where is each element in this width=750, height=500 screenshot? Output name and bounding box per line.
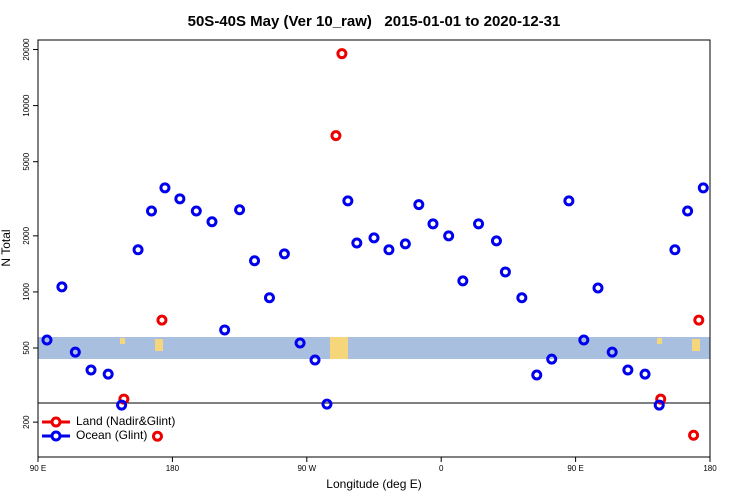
x-tick-label: 90 E <box>30 464 46 473</box>
plot-frame <box>37 39 711 458</box>
data-point <box>116 399 128 411</box>
data-point <box>190 205 202 217</box>
data-point <box>145 205 157 217</box>
data-point <box>578 334 590 346</box>
data-point <box>546 353 558 365</box>
data-point <box>330 130 342 142</box>
x-tick-label: 180 <box>166 464 180 473</box>
data-point <box>693 314 705 326</box>
y-axis-label: N Total <box>0 229 13 266</box>
data-point <box>69 346 81 358</box>
data-point <box>368 232 380 244</box>
data-point <box>622 364 634 376</box>
data-point <box>697 182 709 194</box>
x-tick-label: 0 <box>439 464 444 473</box>
legend-label: Land (Nadir&Glint) <box>76 414 175 428</box>
data-point <box>606 346 618 358</box>
data-point <box>278 248 290 260</box>
x-tick-label: 90 W <box>297 464 316 473</box>
data-point <box>102 368 114 380</box>
data-point <box>151 430 163 442</box>
legend-label: Ocean (Glint) <box>76 428 147 442</box>
data-point <box>351 237 363 249</box>
data-point <box>56 281 68 293</box>
data-point <box>41 334 53 346</box>
ocean-band <box>38 337 710 359</box>
data-point <box>234 204 246 216</box>
data-point <box>563 195 575 207</box>
y-tick-label: 2000 <box>22 226 31 244</box>
y-tick-label: 5000 <box>22 152 31 170</box>
data-point <box>342 195 354 207</box>
data-point <box>531 369 543 381</box>
data-point <box>457 275 469 287</box>
data-point <box>490 235 502 247</box>
data-point <box>516 292 528 304</box>
data-point <box>321 398 333 410</box>
data-point <box>592 282 604 294</box>
data-point <box>219 324 231 336</box>
data-point <box>336 48 348 60</box>
data-point <box>499 266 511 278</box>
y-tick-label: 500 <box>22 341 31 355</box>
data-point <box>249 255 261 267</box>
data-point <box>669 244 681 256</box>
land-patches <box>120 337 700 359</box>
x-tick-label: 90 E <box>567 464 583 473</box>
y-tick-label: 200 <box>22 415 31 429</box>
y-tick-label: 10000 <box>22 94 31 117</box>
data-point <box>655 393 667 405</box>
data-point <box>427 218 439 230</box>
x-axis-label: Longitude (deg E) <box>326 477 421 491</box>
legend-marker <box>50 430 62 442</box>
data-point <box>85 364 97 376</box>
data-point <box>688 429 700 441</box>
data-point <box>399 238 411 250</box>
data-point <box>639 368 651 380</box>
data-point <box>413 199 425 211</box>
data-point <box>206 216 218 228</box>
data-point <box>132 244 144 256</box>
data-point <box>159 182 171 194</box>
legend-marker <box>50 416 62 428</box>
data-point <box>473 218 485 230</box>
data-point <box>156 314 168 326</box>
chart-title: 50S-40S May (Ver 10_raw) 2015-01-01 to 2… <box>188 13 561 30</box>
data-point <box>682 205 694 217</box>
data-point <box>174 193 186 205</box>
x-tick-label: 180 <box>703 464 717 473</box>
data-point <box>309 354 321 366</box>
data-point <box>263 292 275 304</box>
data-point <box>294 337 306 349</box>
data-point <box>383 244 395 256</box>
y-tick-label: 20000 <box>22 38 31 61</box>
y-tick-label: 1000 <box>22 282 31 300</box>
data-point <box>443 230 455 242</box>
data-point <box>653 399 665 411</box>
